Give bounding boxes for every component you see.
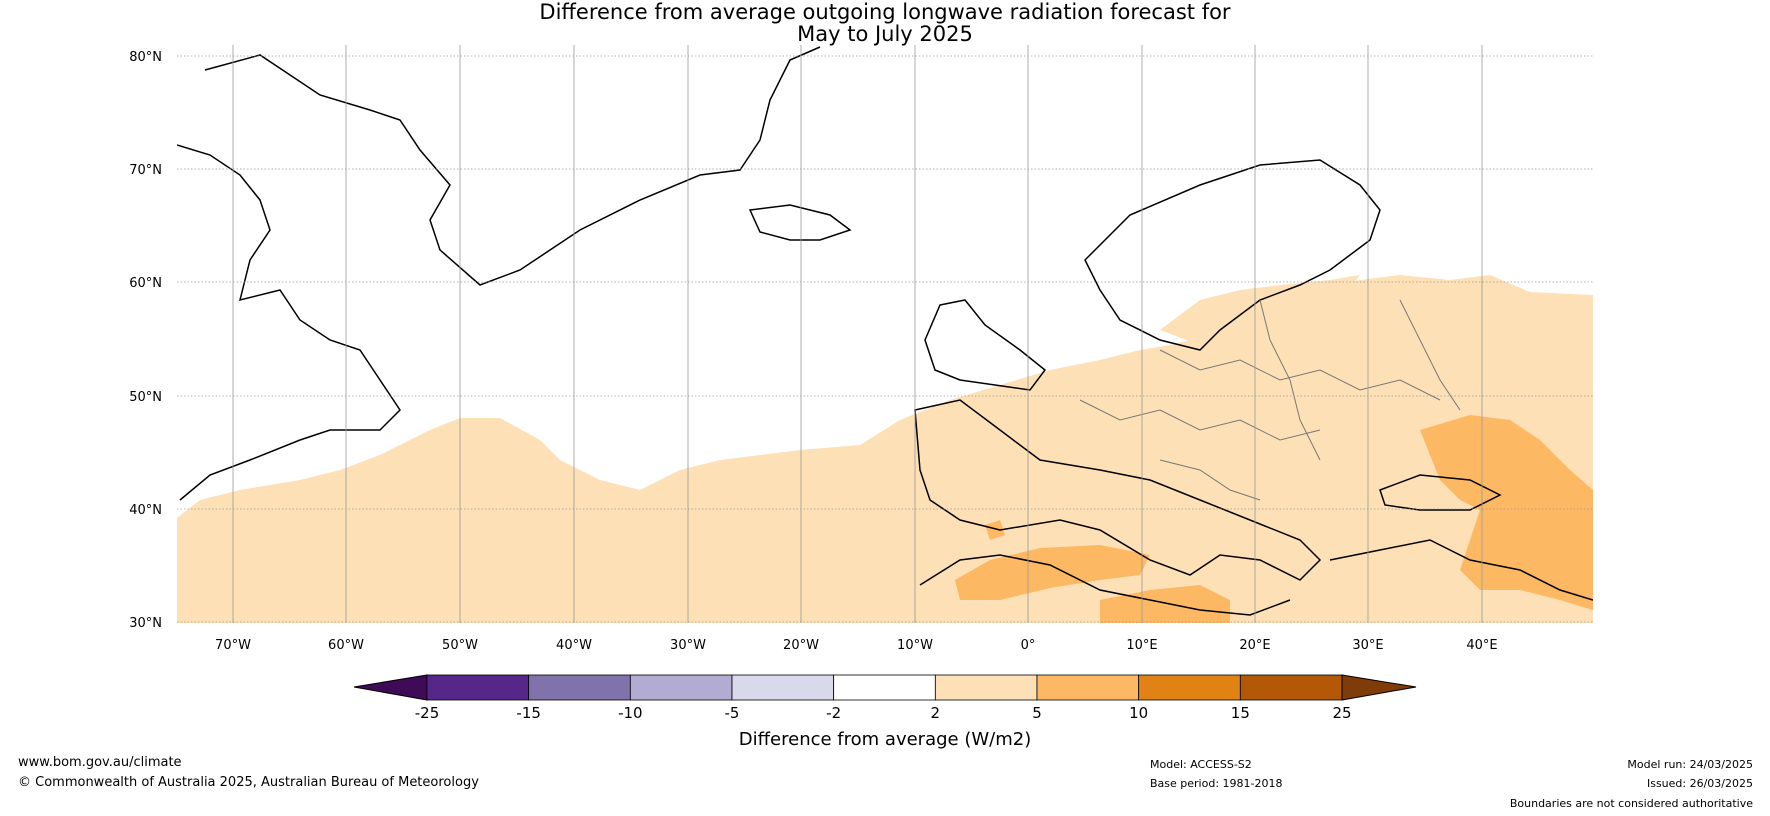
lon-label: 20°W (783, 638, 819, 653)
colorbar-tick-label: -10 (618, 704, 643, 722)
colorbar-bin (934, 674, 1038, 701)
anomaly-region-northern-europe (1160, 275, 1360, 345)
lon-label: 40°W (556, 638, 592, 653)
colorbar-bins (426, 674, 1343, 701)
base-period-text: Base period: 1981-2018 (1150, 777, 1283, 790)
colorbar-tick-labels: -25 -15 -10 -5 -2 2 5 10 15 25 (415, 704, 1352, 722)
disclaimer-text: Boundaries are not considered authoritat… (1509, 797, 1753, 810)
british-isles-coast (924, 299, 1047, 391)
lon-label: 10°E (1126, 638, 1157, 653)
colorbar-bin (629, 674, 733, 701)
map-title-line-2: May to July 2025 (797, 22, 973, 46)
lat-label: 30°N (129, 616, 162, 631)
graticule (177, 45, 1593, 623)
model-run-text: Model run: 24/03/2025 (1627, 758, 1753, 771)
colorbar-tick-label: 10 (1129, 704, 1148, 722)
anomaly-region-light-orange (177, 275, 1593, 623)
website-link[interactable]: www.bom.gov.au/climate (18, 755, 182, 770)
lon-label: 70°W (215, 638, 251, 653)
colorbar-title: Difference from average (W/m2) (739, 729, 1031, 750)
colorbar-bin (1138, 674, 1241, 701)
lon-label: 30°E (1352, 638, 1383, 653)
colorbar-bin (833, 674, 936, 701)
colorbar-tick-label: -5 (725, 704, 740, 722)
black-sea-coast (1379, 474, 1502, 511)
colorbar-tick-label: 25 (1332, 704, 1351, 722)
lat-label: 60°N (129, 276, 162, 291)
colorbar-extend-low (353, 674, 428, 701)
lat-label: 70°N (129, 163, 162, 178)
lon-label: 30°W (670, 638, 706, 653)
colorbar-extend-high (1341, 674, 1417, 701)
colorbar: -25 -15 -10 -5 -2 2 5 10 15 25 (353, 674, 1417, 722)
scandinavia-coast (1084, 159, 1381, 351)
copyright-text: © Commonwealth of Australia 2025, Austra… (18, 775, 479, 790)
longitude-labels: 70°W 60°W 50°W 40°W 30°W 20°W 10°W 0° 10… (215, 638, 1498, 653)
colorbar-bin (731, 674, 835, 701)
colorbar-bin (528, 674, 631, 701)
colorbar-tick-label: 15 (1231, 704, 1250, 722)
country-borders (1079, 299, 1461, 501)
iceland-coast (748, 204, 852, 241)
colorbar-bin (1239, 674, 1343, 701)
colorbar-bin (426, 674, 530, 701)
lon-label: 10°W (897, 638, 933, 653)
north-africa-coast (919, 554, 1291, 616)
colorbar-tick-label: 5 (1032, 704, 1042, 722)
colorbar-tick-label: -25 (415, 704, 440, 722)
coastlines (177, 46, 1593, 616)
middle-east-coast (1329, 539, 1593, 601)
colorbar-tick-label: -2 (826, 704, 841, 722)
map-title-line-1: Difference from average outgoing longwav… (539, 0, 1231, 24)
model-text: Model: ACCESS-S2 (1150, 758, 1252, 771)
greenland-coast (204, 46, 821, 286)
lat-label: 80°N (129, 50, 162, 65)
lon-label: 50°W (442, 638, 478, 653)
lon-label: 40°E (1466, 638, 1497, 653)
europe-coast (914, 399, 1322, 581)
canada-coast (177, 144, 401, 501)
colorbar-bin (1036, 674, 1140, 701)
issued-text: Issued: 26/03/2025 (1646, 777, 1753, 790)
colorbar-tick-label: -15 (516, 704, 541, 722)
lon-label: 0° (1021, 638, 1036, 653)
lon-label: 20°E (1239, 638, 1270, 653)
lat-label: 50°N (129, 390, 162, 405)
latitude-labels: 80°N 70°N 60°N 50°N 40°N 30°N (129, 50, 162, 631)
map-area (177, 46, 1593, 623)
anomaly-region-orange-middle-east (1420, 415, 1593, 610)
anomaly-region-orange-iberia (985, 520, 1005, 540)
anomaly-region-orange-north-africa (955, 545, 1150, 600)
lon-label: 60°W (328, 638, 364, 653)
colorbar-tick-label: 2 (931, 704, 941, 722)
anomaly-region-orange-egypt (1100, 585, 1230, 623)
lat-label: 40°N (129, 503, 162, 518)
